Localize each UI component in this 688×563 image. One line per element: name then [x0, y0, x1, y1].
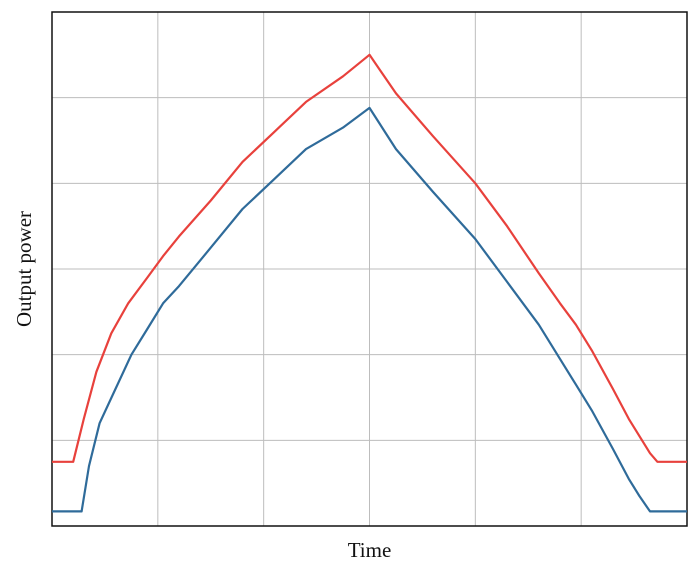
grid: [52, 12, 687, 526]
plot-frame: [51, 11, 688, 527]
series-layer: [52, 53, 687, 513]
x-axis-label: Time: [348, 538, 392, 562]
series-line-2: [52, 106, 687, 513]
y-axis-label: Output power: [12, 211, 36, 327]
series-line-1: [52, 53, 687, 463]
